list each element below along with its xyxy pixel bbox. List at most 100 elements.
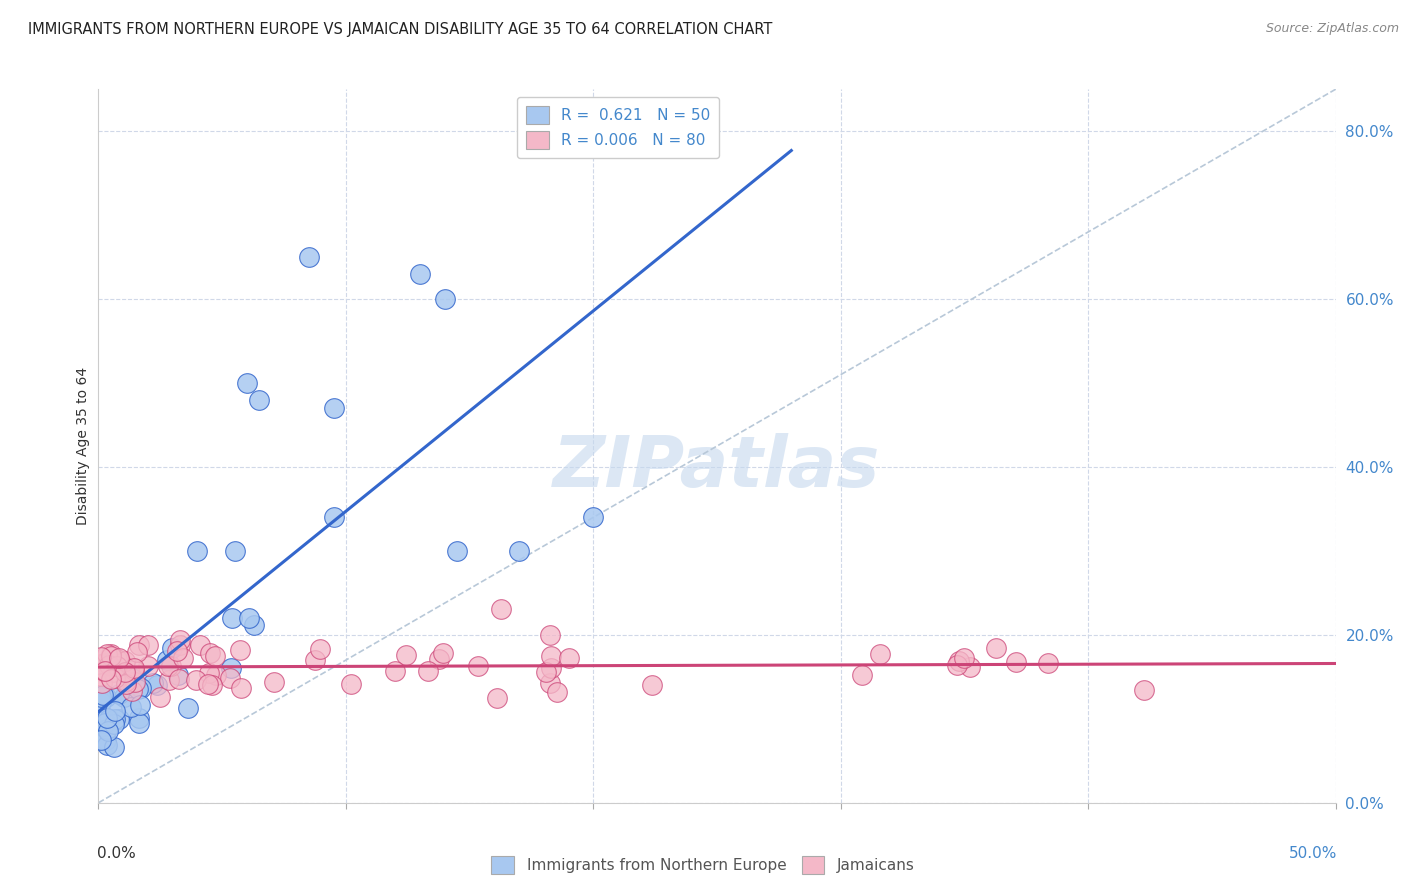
Point <box>945 657 967 672</box>
Point <box>138 659 160 673</box>
Point <box>238 611 260 625</box>
Point <box>90 649 112 664</box>
Point <box>127 681 149 696</box>
Point <box>129 698 152 712</box>
Point <box>247 392 270 407</box>
Point <box>136 638 159 652</box>
Point <box>160 640 183 655</box>
Point <box>160 659 183 673</box>
Point <box>200 646 222 660</box>
Point <box>384 664 406 678</box>
Point <box>224 544 246 558</box>
Point <box>107 650 129 665</box>
Point <box>219 660 242 674</box>
Point <box>104 704 127 718</box>
Point <box>197 677 219 691</box>
Point <box>263 674 285 689</box>
Point <box>114 674 136 689</box>
Point <box>298 250 321 264</box>
Point <box>201 678 224 692</box>
Point <box>146 678 169 692</box>
Point <box>869 647 891 661</box>
Point <box>91 676 114 690</box>
Point <box>177 701 200 715</box>
Point <box>184 673 207 687</box>
Text: 0.0%: 0.0% <box>97 846 136 861</box>
Point <box>97 657 120 672</box>
Point <box>94 690 117 705</box>
Point <box>93 665 115 680</box>
Point <box>103 717 125 731</box>
Point <box>1004 656 1026 670</box>
Point <box>489 602 512 616</box>
Point <box>1133 682 1156 697</box>
Point <box>508 544 530 558</box>
Legend: Immigrants from Northern Europe, Jamaicans: Immigrants from Northern Europe, Jamaica… <box>485 850 921 880</box>
Point <box>172 651 194 665</box>
Point <box>120 699 142 714</box>
Point <box>128 710 150 724</box>
Point <box>97 723 120 738</box>
Point <box>432 646 454 660</box>
Point <box>101 665 124 680</box>
Point <box>103 712 125 726</box>
Text: 50.0%: 50.0% <box>1288 846 1337 861</box>
Point <box>167 668 190 682</box>
Point <box>167 673 190 687</box>
Point <box>90 690 112 704</box>
Point <box>105 651 128 665</box>
Point <box>204 648 226 663</box>
Point <box>100 648 122 662</box>
Point <box>157 673 180 688</box>
Point <box>486 690 509 705</box>
Point <box>433 292 456 306</box>
Point <box>169 638 191 652</box>
Point <box>467 658 489 673</box>
Point <box>205 667 228 681</box>
Point <box>90 669 112 683</box>
Text: IMMIGRANTS FROM NORTHERN EUROPE VS JAMAICAN DISABILITY AGE 35 TO 64 CORRELATION : IMMIGRANTS FROM NORTHERN EUROPE VS JAMAI… <box>28 22 772 37</box>
Point <box>229 643 252 657</box>
Point <box>121 671 143 685</box>
Point <box>446 544 468 558</box>
Point <box>218 671 240 685</box>
Point <box>115 673 138 688</box>
Point <box>540 648 562 663</box>
Y-axis label: Disability Age 35 to 64: Disability Age 35 to 64 <box>76 367 90 525</box>
Point <box>229 681 252 696</box>
Point <box>114 654 136 668</box>
Point <box>128 716 150 731</box>
Point <box>115 677 138 691</box>
Point <box>157 659 180 673</box>
Point <box>322 510 344 524</box>
Text: ZIPatlas: ZIPatlas <box>554 433 880 502</box>
Point <box>142 676 165 690</box>
Point <box>90 706 112 720</box>
Point <box>948 655 970 669</box>
Point <box>93 665 115 679</box>
Point <box>90 657 112 672</box>
Legend: R =  0.621   N = 50, R = 0.006   N = 80: R = 0.621 N = 50, R = 0.006 N = 80 <box>517 97 720 158</box>
Point <box>90 733 112 747</box>
Point <box>538 676 561 690</box>
Point <box>100 673 122 687</box>
Point <box>166 644 188 658</box>
Point <box>149 690 172 704</box>
Point <box>959 660 981 674</box>
Point <box>129 681 152 695</box>
Point <box>416 664 439 678</box>
Point <box>122 663 145 677</box>
Point <box>427 652 450 666</box>
Point <box>409 267 432 281</box>
Point <box>534 665 557 679</box>
Point <box>93 665 115 679</box>
Point <box>582 510 605 524</box>
Point <box>125 645 148 659</box>
Point <box>100 649 122 664</box>
Point <box>96 738 118 752</box>
Point <box>304 653 326 667</box>
Point <box>641 677 664 691</box>
Point <box>1036 656 1059 670</box>
Point <box>156 653 179 667</box>
Point <box>986 640 1008 655</box>
